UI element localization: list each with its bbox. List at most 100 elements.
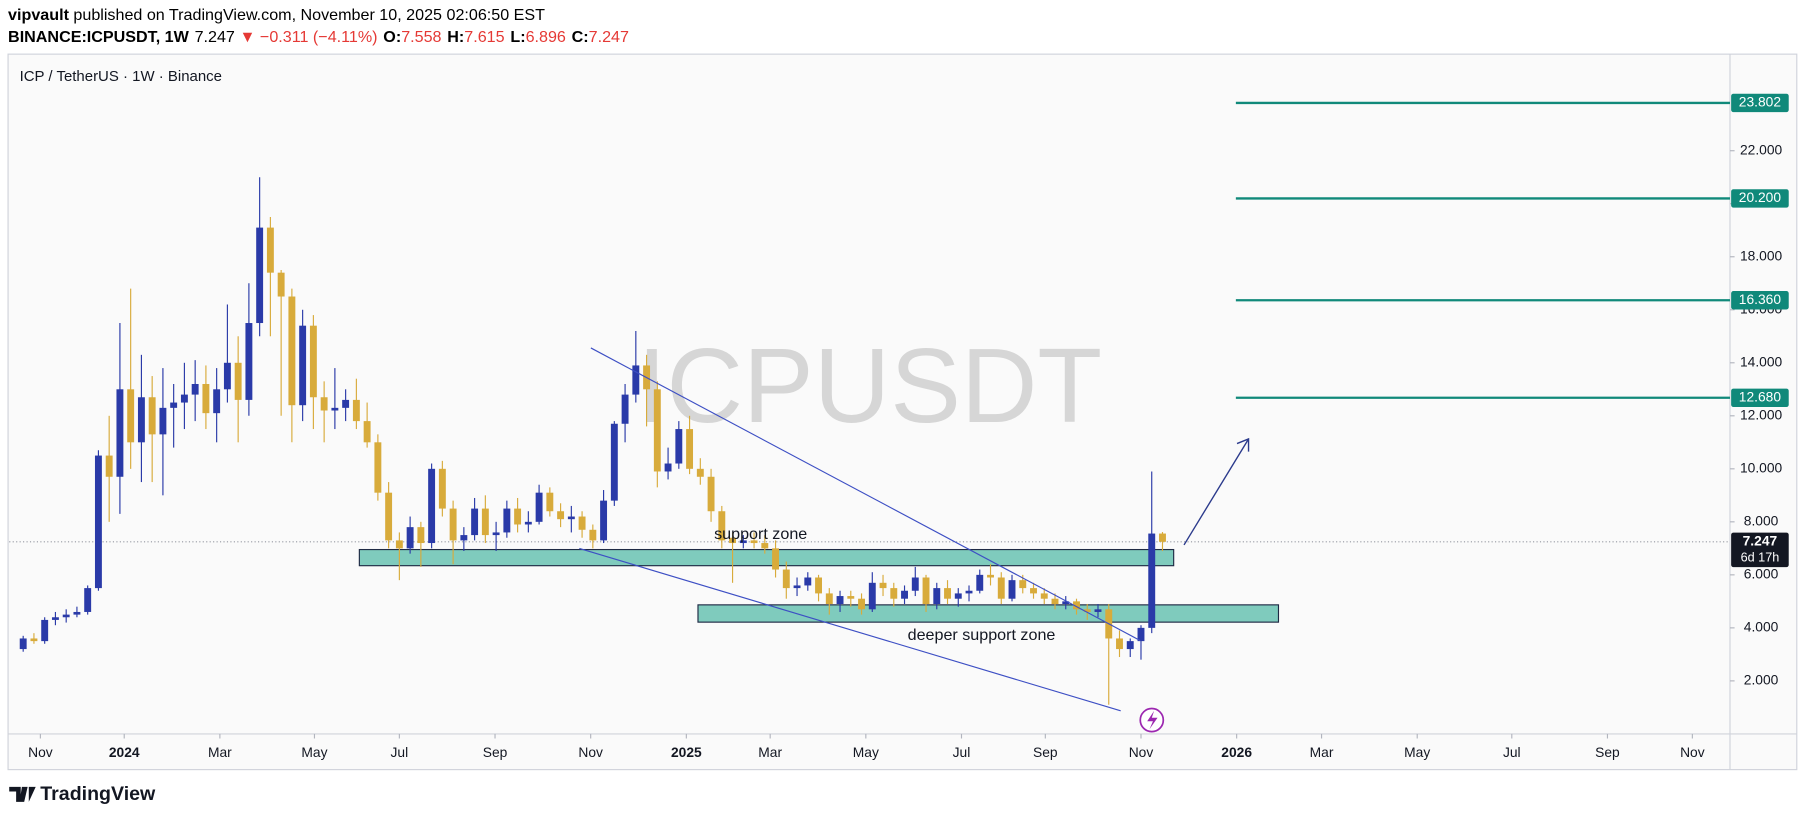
candle-body: [159, 407, 167, 435]
candle-body: [460, 535, 468, 541]
candle-body: [675, 429, 683, 464]
x-tick-label: Nov: [28, 744, 53, 760]
candle-body: [309, 325, 317, 398]
candle-body: [1126, 641, 1134, 650]
x-tick-label: Mar: [208, 744, 232, 760]
publisher-line: vipvault published on TradingView.com, N…: [8, 6, 545, 24]
candle-body: [406, 527, 414, 549]
x-tick-label: Mar: [758, 744, 782, 760]
candle-body: [342, 399, 350, 408]
level-label-box: [1731, 388, 1789, 407]
candle-body: [428, 468, 436, 544]
lightning: [1147, 710, 1158, 730]
candle-body: [578, 516, 586, 530]
ohlc-label: L:: [510, 28, 525, 46]
candle-body: [116, 389, 124, 477]
y-tick-label: 2.000: [1744, 672, 1779, 688]
y-tick-label: 10.000: [1740, 459, 1783, 475]
candle-body: [94, 455, 102, 589]
candle-body: [589, 529, 597, 541]
candle-body: [868, 582, 876, 610]
change: ▼ −0.311 (−4.11%): [240, 28, 378, 46]
x-tick-label: Jul: [953, 744, 971, 760]
candle-body: [137, 397, 145, 443]
candle-body: [1062, 601, 1070, 605]
candle-body: [503, 508, 511, 533]
last-price-label: 7.247: [1743, 532, 1778, 548]
support-zone: [358, 548, 1175, 567]
candle-body: [772, 548, 780, 570]
footer: TradingView: [9, 783, 156, 805]
y-tick-label: 18.000: [1740, 247, 1783, 263]
ohlc-label: O:: [383, 28, 401, 46]
candle-body: [524, 521, 532, 525]
annotation: deeper support zone: [908, 626, 1056, 644]
candle-body: [1116, 638, 1123, 650]
zones: [358, 548, 1280, 623]
x-tick-label: Nov: [1680, 744, 1705, 760]
header: vipvault published on TradingView.com, N…: [8, 6, 629, 46]
x-tick-label: 2026: [1221, 744, 1252, 760]
published: published on TradingView.com, November 1…: [69, 6, 545, 24]
level-label: 20.200: [1739, 189, 1782, 205]
candle-body: [245, 323, 253, 400]
candle-body: [933, 588, 941, 605]
level-label: 12.680: [1739, 388, 1782, 404]
candle-body: [331, 407, 339, 411]
candle-body: [825, 593, 833, 605]
candle-body: [836, 596, 844, 605]
candle-body: [739, 540, 747, 544]
level-label: 16.360: [1739, 291, 1782, 307]
ohlc-value: 7.247: [589, 28, 629, 46]
candle-body: [1030, 588, 1037, 594]
level-label-box: [1731, 93, 1789, 113]
level-label-box: [1731, 291, 1789, 310]
y-tick-label: 8.000: [1744, 512, 1779, 528]
candle-body: [363, 421, 371, 443]
ohlc-value: 6.896: [526, 28, 566, 46]
candle-body: [686, 429, 694, 469]
candle-body: [266, 227, 274, 273]
candle-body: [213, 389, 221, 414]
x-tick-label: Jul: [391, 744, 409, 760]
candle-body: [847, 596, 855, 599]
y-tick-label: 22.000: [1740, 141, 1783, 157]
candle-body: [621, 394, 629, 424]
candle-body: [664, 463, 672, 472]
candle-body: [395, 540, 403, 549]
candle-body: [374, 442, 382, 493]
candle-body: [234, 362, 242, 400]
x-tick-label: Nov: [1129, 744, 1154, 760]
arrow-head: [1236, 437, 1250, 452]
candle-body: [567, 516, 575, 520]
candle-body: [1159, 533, 1166, 542]
x-tick-label: 2025: [671, 744, 702, 760]
candle-body: [514, 508, 522, 525]
candle-body: [385, 492, 393, 541]
candle-body: [815, 577, 823, 594]
candle-body: [449, 508, 457, 541]
candle-body: [148, 397, 156, 435]
candle-body: [202, 383, 210, 414]
candle-body: [277, 272, 285, 297]
candle-body: [299, 325, 307, 406]
lower-trendline: [579, 547, 1121, 712]
drawings: support zone deeper support zone: [579, 347, 1250, 733]
watermark: ICPUSDT: [637, 327, 1102, 445]
candle-body: [51, 617, 59, 620]
candle-body: [180, 394, 188, 403]
chart-title: ICP / TetherUS · 1W · Binance: [20, 68, 222, 85]
candle-body: [750, 540, 758, 544]
last-price: 7.247: [195, 28, 235, 46]
candle-body: [987, 574, 994, 578]
candle-body: [965, 590, 973, 594]
candle-body: [707, 476, 715, 512]
candle-body: [1083, 609, 1091, 612]
upper-trendline: [590, 347, 1141, 642]
x-tick-label: Sep: [483, 744, 508, 760]
candle-body: [997, 577, 1005, 599]
candle-body: [30, 638, 38, 642]
candle-body: [1008, 580, 1016, 599]
